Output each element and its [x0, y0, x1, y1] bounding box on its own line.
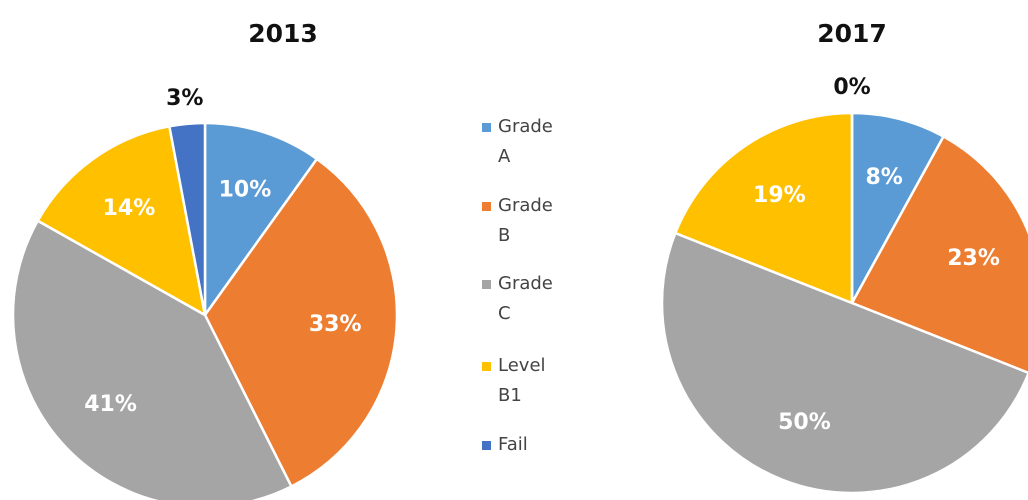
value-label: 14% — [103, 196, 156, 221]
legend-item: Grade C — [482, 269, 582, 329]
legend-label: Grade B — [498, 195, 553, 246]
legend-swatch — [482, 362, 491, 371]
legend-label: Fail — [498, 434, 528, 455]
legend-swatch — [482, 441, 491, 450]
chart-title: 2017 — [817, 19, 887, 48]
legend-swatch — [482, 123, 491, 132]
value-label: 41% — [84, 392, 137, 417]
legend-label: Grade A — [498, 116, 553, 167]
pie-slice — [36, 124, 207, 318]
legend-label: Grade C — [498, 273, 553, 324]
legend-item: Grade A — [482, 112, 582, 172]
pie-slice — [673, 111, 854, 305]
legend-item: Grade B — [482, 191, 582, 251]
pie-slice — [850, 134, 1028, 375]
value-label: 23% — [947, 246, 1000, 271]
pie-slice — [660, 231, 1028, 495]
legend-label: Level B1 — [498, 355, 546, 406]
legend-swatch — [482, 280, 491, 289]
value-label: 50% — [778, 410, 831, 435]
value-label: 19% — [753, 183, 806, 208]
value-label: 3% — [166, 86, 203, 111]
pie-slice — [167, 121, 207, 316]
pie-slice — [11, 219, 294, 500]
pie-slice — [203, 157, 399, 489]
value-label: 0% — [833, 75, 870, 100]
legend-item: Level B1 — [482, 351, 582, 411]
chart-title: 2013 — [248, 19, 318, 48]
value-label: 8% — [865, 165, 902, 190]
legend-swatch — [482, 202, 491, 211]
value-label: 33% — [309, 312, 362, 337]
value-label: 10% — [219, 178, 272, 203]
legend-item: Fail — [482, 430, 582, 460]
pie-slice — [203, 121, 319, 319]
pie-slice — [850, 111, 946, 304]
